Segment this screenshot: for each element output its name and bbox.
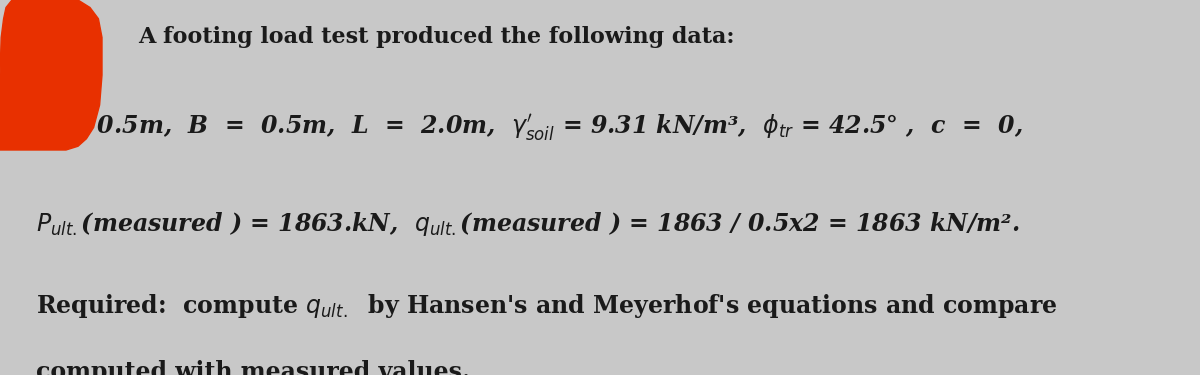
Text: $D_f$ = 0.5m,  B  =  0.5m,  L  =  2.0m,  $\gamma^{\prime}_{soil}$ = 9.31 kN/m³, : $D_f$ = 0.5m, B = 0.5m, L = 2.0m, $\gamm… — [36, 112, 1022, 143]
Text: computed with measured values.: computed with measured values. — [36, 360, 470, 375]
Text: A footing load test produced the following data:: A footing load test produced the followi… — [138, 26, 734, 48]
Text: Required:  compute $q_{ult.}$  by Hansen's and Meyerhof's equations and compare: Required: compute $q_{ult.}$ by Hansen's… — [36, 292, 1057, 321]
Text: $P_{ult.}$(measured ) = 1863.kN,  $q_{ult.}$(measured ) = 1863 / 0.5x2 = 1863 kN: $P_{ult.}$(measured ) = 1863.kN, $q_{ult… — [36, 210, 1020, 238]
Polygon shape — [0, 0, 102, 150]
